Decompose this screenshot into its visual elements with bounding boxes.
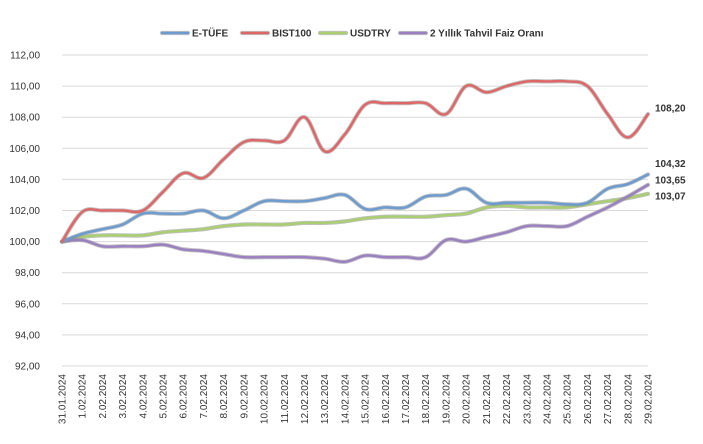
x-tick-label: 11.02.2024 [280,374,291,424]
x-tick-label: 18.02.2024 [421,374,432,424]
x-tick-label: 25.02.2024 [563,374,574,424]
x-tick-label: 28.02.2024 [623,374,634,424]
y-tick-label: 104,00 [9,175,40,186]
x-axis-tick-labels: 31.01.2024 1.02.2024 2.02.2024 3.02.2024 4.0… [58,374,655,424]
y-tick-label: 100,00 [9,237,40,248]
x-tick-label: 13.02.2024 [320,374,331,424]
gridlines [62,54,648,367]
series-lines [59,78,651,264]
x-tick-label: 2.02.2024 [98,374,109,419]
end-value-label: 103,65 [655,175,686,186]
x-tick-label: 8.02.2024 [219,374,230,419]
x-tick-label: 6.02.2024 [179,374,190,419]
x-tick-label: 12.02.2024 [300,374,311,424]
y-tick-label: 92,00 [15,362,40,373]
legend-label: E-TÜFE [192,27,228,40]
x-tick-label: 31.01.2024 [58,374,69,424]
y-tick-label: 96,00 [15,299,40,310]
y-tick-label: 98,00 [15,268,40,279]
legend: E-TÜFE BIST100 USDTRY 2 Yıllık Tahvil Faiz … [159,27,544,40]
x-tick-label: 7.02.2024 [199,374,210,419]
x-tick-label: 4.02.2024 [138,374,149,419]
y-tick-label: 108,00 [9,113,40,124]
x-tick-label: 24.02.2024 [542,374,553,424]
end-value-label: 108,20 [655,104,686,115]
end-value-label: 103,07 [655,191,686,202]
x-tick-label: 5.02.2024 [159,374,170,419]
x-tick-label: 29.02.2024 [644,374,655,424]
series-line-outline [59,182,651,264]
y-axis-tick-labels: 92,00 94,00 96,00 98,00 100,00 102,00 104,00 10… [9,51,40,373]
y-tick-label: 110,00 [10,82,40,93]
x-tick-label: 1.02.2024 [78,374,89,419]
series-line [60,183,650,264]
legend-label: USDTRY [350,29,391,40]
x-tick-label: 9.02.2024 [239,374,250,419]
legend-label: BIST100 [272,29,312,40]
x-tick-label: 3.02.2024 [118,374,129,419]
x-tick-label: 16.02.2024 [381,374,392,424]
x-tick-label: 10.02.2024 [260,374,271,424]
x-tick-label: 26.02.2024 [583,374,594,424]
y-tick-label: 94,00 [15,330,40,341]
x-tick-label: 19.02.2024 [441,374,452,424]
legend-label: 2 Yıllık Tahvil Faiz Oranı [430,29,544,40]
x-tick-label: 17.02.2024 [401,374,412,424]
series-line [60,173,650,243]
x-tick-label: 21.02.2024 [482,374,493,424]
series-line [60,192,650,243]
x-tick-label: 20.02.2024 [462,374,473,424]
x-tick-label: 14.02.2024 [340,374,351,424]
y-tick-label: 102,00 [9,206,40,217]
series-line-outline [59,78,651,244]
y-tick-label: 112,00 [10,51,40,62]
x-tick-label: 23.02.2024 [522,374,533,424]
end-value-labels: 104,32 108,20 103,07 103,65 [655,104,686,203]
series-line [60,79,650,243]
end-value-label: 104,32 [655,159,686,170]
y-tick-label: 106,00 [9,144,40,155]
x-tick-label: 22.02.2024 [502,374,513,424]
x-tick-label: 15.02.2024 [361,374,372,424]
x-tick-label: 27.02.2024 [603,374,614,424]
